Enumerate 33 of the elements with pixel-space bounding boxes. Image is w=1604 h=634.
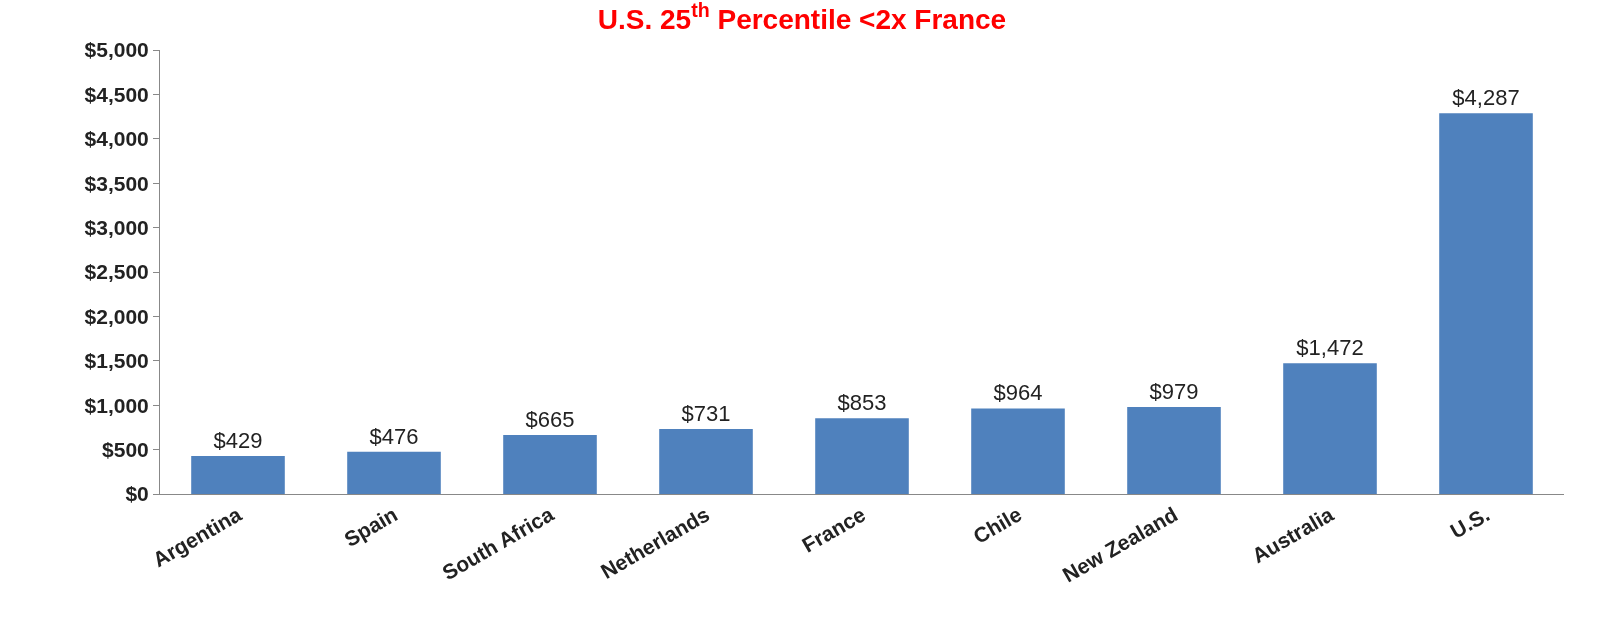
bar: [815, 418, 909, 494]
data-label: $665: [525, 406, 575, 432]
bar: [347, 451, 441, 494]
data-label: $731: [681, 401, 731, 427]
bar: [191, 455, 285, 494]
bar: [1127, 407, 1221, 494]
x-tick-label: U.S.: [1446, 502, 1494, 543]
y-tick-label: $1,500: [84, 349, 149, 373]
data-label: $964: [993, 380, 1043, 406]
y-tick-label: $4,500: [84, 82, 149, 106]
data-label: $853: [837, 390, 887, 416]
y-tick-label: $500: [102, 437, 149, 461]
y-tick-label: $3,500: [84, 171, 149, 195]
y-tick-label: $4,000: [84, 127, 149, 151]
y-tick-label: $0: [125, 482, 149, 506]
x-tick-label: Chile: [969, 502, 1026, 548]
x-tick-label: Spain: [340, 502, 402, 551]
bar: [1283, 363, 1377, 494]
bar: [659, 429, 753, 494]
bar: [1439, 113, 1533, 494]
data-label: $476: [369, 423, 419, 449]
data-label: $4,287: [1452, 85, 1520, 111]
y-tick-label: $5,000: [84, 38, 149, 62]
bar: [503, 434, 597, 494]
y-tick-label: $2,000: [84, 304, 149, 328]
data-label: $979: [1149, 379, 1199, 405]
data-label: $1,472: [1296, 335, 1364, 361]
y-tick-label: $2,500: [84, 260, 149, 284]
chart-title: U.S. 25$^{th}$ Percentile <2x France: [597, 0, 1007, 36]
y-tick-label: $3,000: [84, 215, 149, 239]
data-label: $429: [213, 427, 263, 453]
y-tick-label: $1,000: [84, 393, 149, 417]
bar: [971, 408, 1065, 494]
